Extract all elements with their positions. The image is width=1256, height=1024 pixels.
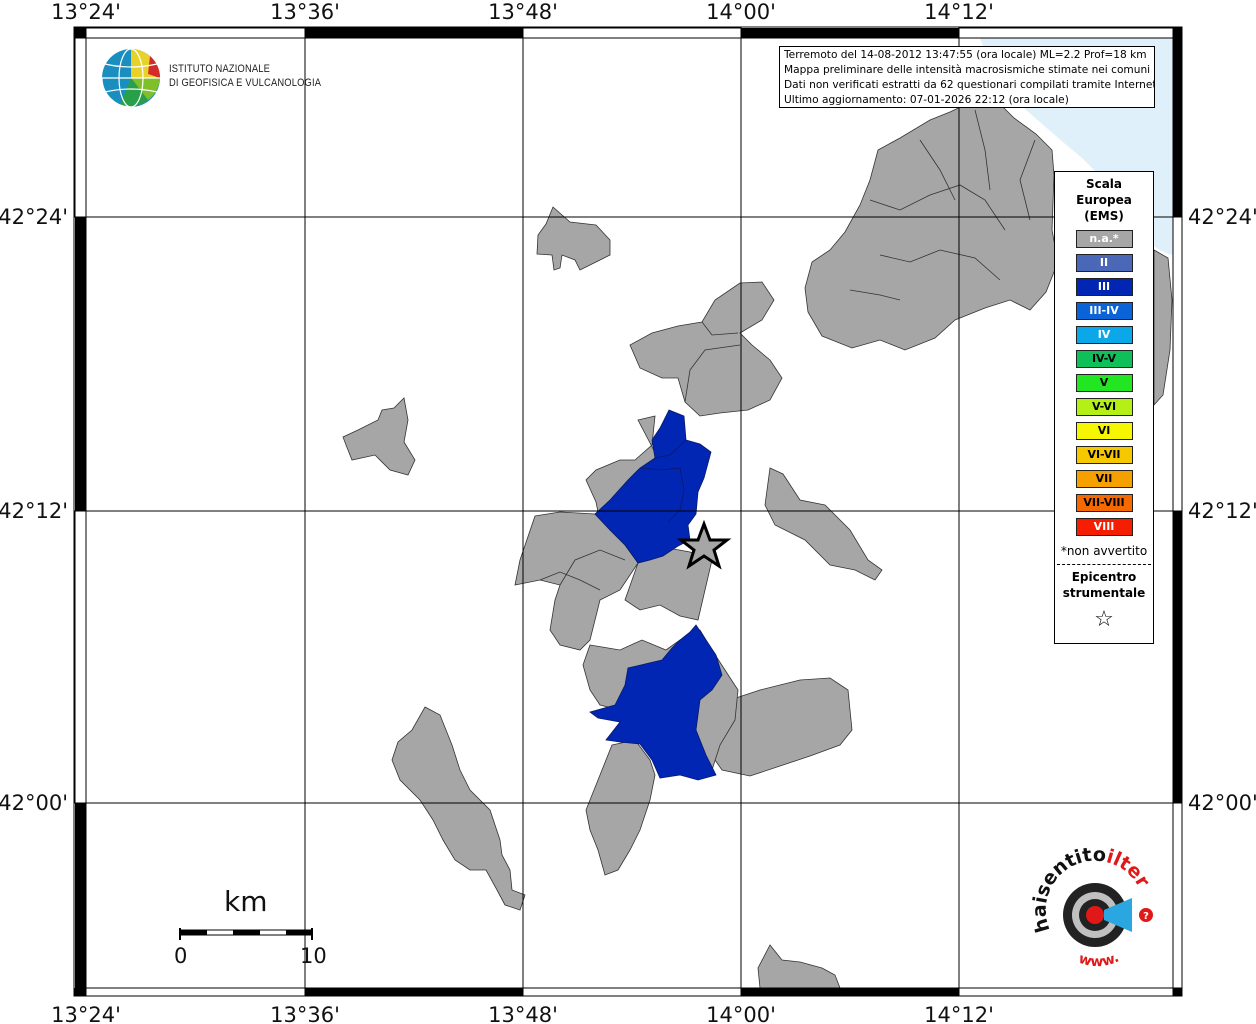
legend-divider bbox=[1057, 564, 1151, 565]
municipality-area bbox=[764, 467, 883, 581]
lon-label: 13°36' bbox=[270, 0, 340, 24]
lon-label: 13°24' bbox=[51, 0, 121, 24]
legend-item: III bbox=[1075, 278, 1133, 296]
legend-item: III-IV bbox=[1075, 302, 1133, 320]
lon-label: 14°00' bbox=[706, 0, 776, 24]
lon-label: 13°48' bbox=[488, 0, 558, 24]
lon-label: 13°36' bbox=[270, 1003, 340, 1024]
municipalities-not-felt bbox=[342, 99, 1173, 989]
legend-epi-line: strumentale bbox=[1062, 586, 1146, 600]
legend-items: n.a.* II III III-IV IV IV-V V V-VI VI VI-VII VII VI… bbox=[1055, 230, 1153, 536]
legend-item: IV-V bbox=[1075, 350, 1133, 368]
legend-title-line: Scala bbox=[1085, 177, 1123, 191]
legend-title: Scala Europea (EMS) bbox=[1055, 176, 1153, 224]
lon-label: 13°24' bbox=[51, 1003, 121, 1024]
legend-item: VII bbox=[1075, 470, 1133, 488]
legend-epi-line: Epicentro bbox=[1071, 570, 1137, 584]
lon-labels-top: 13°24' 13°36' 13°48' 14°00' 14°12' bbox=[51, 0, 994, 24]
graticule bbox=[86, 38, 1173, 988]
municipality-border bbox=[539, 549, 626, 591]
municipality-area bbox=[342, 397, 416, 476]
municipality-area bbox=[585, 739, 656, 876]
ingv-logo-icon bbox=[101, 48, 161, 108]
legend-item: II bbox=[1075, 254, 1133, 272]
municipality-area bbox=[629, 281, 783, 417]
scale-start: 0 bbox=[174, 944, 188, 968]
lon-label: 13°48' bbox=[488, 1003, 558, 1024]
legend-item: VII-VIII bbox=[1075, 494, 1133, 512]
municipality-area bbox=[536, 206, 611, 271]
legend-note: *non avvertito bbox=[1060, 544, 1148, 558]
legend-item: VIII bbox=[1075, 518, 1133, 536]
legend-item: VI-VII bbox=[1075, 446, 1133, 464]
info-line-2: Mappa preliminare delle intensità macros… bbox=[784, 64, 1151, 76]
legend-item: IV bbox=[1075, 326, 1133, 344]
lat-label: 42°12' bbox=[1188, 499, 1256, 523]
legend-item: V bbox=[1075, 374, 1133, 392]
lon-label: 14°12' bbox=[924, 1003, 994, 1024]
legend-item: n.a.* bbox=[1075, 230, 1133, 248]
municipality-border bbox=[849, 109, 1036, 301]
lat-label: 42°00' bbox=[0, 791, 68, 815]
map-frame bbox=[73, 26, 1183, 997]
svg-text:?: ? bbox=[1143, 911, 1149, 922]
logo-line-1: ISTITUTO NAZIONALE bbox=[169, 63, 271, 75]
lat-label: 42°00' bbox=[1188, 791, 1256, 815]
intensity-legend: Scala Europea (EMS) n.a.* II III III-IV IV IV… bbox=[1054, 171, 1154, 644]
earthquake-info-box: Terremoto del 14-08-2012 13:47:55 (ora l… bbox=[779, 46, 1155, 108]
lat-label: 42°12' bbox=[0, 499, 68, 523]
lon-label: 14°00' bbox=[706, 1003, 776, 1024]
svg-text:www.: www. bbox=[1077, 950, 1122, 971]
municipality-border bbox=[684, 321, 741, 403]
legend-title-line: Europea bbox=[1076, 193, 1132, 207]
lat-labels-left: 42°24' 42°12' 42°00' bbox=[0, 205, 68, 815]
scale-unit: km bbox=[224, 885, 268, 918]
lat-labels-right: 42°24' 42°12' 42°00' bbox=[1188, 205, 1256, 815]
scale-bar bbox=[179, 928, 313, 940]
municipality-area bbox=[1153, 249, 1173, 407]
municipality-area bbox=[804, 99, 1059, 351]
info-line-4: Ultimo aggiornamento: 07-01-2026 22:12 (… bbox=[784, 94, 1069, 106]
municipality-area-iii bbox=[594, 409, 712, 564]
lon-labels-bottom: 13°24' 13°36' 13°48' 14°00' 14°12' bbox=[51, 1003, 994, 1024]
municipality-area bbox=[757, 944, 841, 989]
lat-label: 42°24' bbox=[1188, 205, 1256, 229]
municipalities-intensity-III bbox=[589, 409, 723, 781]
info-line-1: Terremoto del 14-08-2012 13:47:55 (ora l… bbox=[784, 49, 1147, 61]
ingv-logo-text: ISTITUTO NAZIONALE DI GEOFISICA E VULCAN… bbox=[169, 62, 321, 90]
legend-item: VI bbox=[1075, 422, 1133, 440]
municipality-area bbox=[391, 706, 526, 911]
municipality-area-iii bbox=[589, 624, 723, 781]
legend-star-icon: ☆ bbox=[1094, 607, 1114, 632]
brand-text-c: www. bbox=[1077, 950, 1122, 971]
info-line-3: Dati non verificati estratti da 62 quest… bbox=[784, 79, 1155, 91]
logo-line-2: DI GEOFISICA E VULCANOLOGIA bbox=[169, 77, 322, 89]
legend-title-line: (EMS) bbox=[1084, 209, 1124, 223]
epicentre-star-icon bbox=[676, 519, 732, 570]
legend-item: V-VI bbox=[1075, 398, 1133, 416]
legend-epicentre-label: Epicentro strumentale bbox=[1055, 569, 1153, 601]
municipality-border bbox=[639, 439, 687, 523]
lon-label: 14°12' bbox=[924, 0, 994, 24]
lat-label: 42°24' bbox=[0, 205, 68, 229]
scale-end: 10 bbox=[300, 944, 327, 968]
